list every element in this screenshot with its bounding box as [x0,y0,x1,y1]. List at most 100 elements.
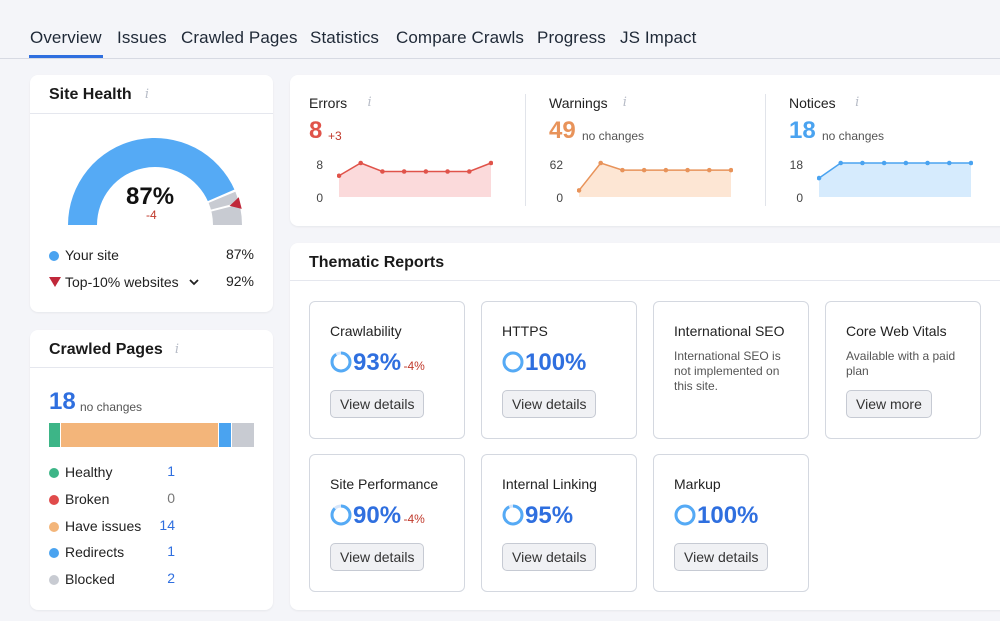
report-card-crawlability[interactable]: Crawlability 93% -4% View details [309,301,465,439]
sparkline-point[interactable] [968,160,973,166]
report-score: 100% [697,502,759,529]
sparkline-point[interactable] [728,167,733,173]
tab-compare-crawls[interactable]: Compare Crawls [396,28,524,47]
progress-ring-icon [674,504,696,526]
report-card-internal-linking[interactable]: Internal Linking 95% View details [481,454,637,592]
sparkline-point[interactable] [946,160,952,166]
notices-count[interactable]: 18 [789,117,816,144]
sparkline-point[interactable] [337,173,342,179]
legend-dot [49,494,59,505]
divider [30,113,273,114]
info-icon[interactable]: i [144,87,150,102]
y-axis-min: 0 [556,191,563,205]
report-score: 90% [353,502,402,529]
warnings-change: no changes [582,129,645,143]
legend-have-issues: Have issues [49,517,141,535]
triangle-marker-icon [49,277,61,287]
errors-label: Errors [309,95,348,111]
view-details-button[interactable]: View details [330,543,425,571]
legend-value[interactable]: 2 [167,570,175,587]
legend-top10[interactable]: Top-10% websites [49,273,200,291]
sparkline-point[interactable] [663,167,669,173]
your-site-dot [49,251,59,261]
view-details-button[interactable]: View details [330,390,425,418]
legend-value: 0 [167,489,175,506]
tab-js-impact[interactable]: JS Impact [620,28,697,47]
view-more-button[interactable]: View more [846,390,932,418]
legend-your-site: Your site [49,246,119,264]
tab-progress[interactable]: Progress [537,28,606,47]
sparkline-point[interactable] [925,160,930,166]
legend-dot [49,521,59,532]
crawled-pages-title: Crawled Pages [49,341,163,358]
tab-issues[interactable]: Issues [117,28,167,47]
gauge-separator [206,189,237,204]
errors-count[interactable]: 8 [309,117,323,144]
top10-value: 92% [225,273,254,289]
sparkline-point[interactable] [466,169,472,174]
progress-ring-icon [330,504,352,526]
crawled-bar-segment[interactable] [49,423,61,447]
warnings-label: Warnings [549,95,608,111]
report-score: 100% [525,349,587,376]
sparkline-point[interactable] [903,160,909,166]
progress-ring-icon [330,351,352,373]
warnings-count[interactable]: 49 [549,117,576,144]
view-details-button[interactable]: View details [674,543,769,571]
sparkline-point[interactable] [620,167,625,173]
info-icon[interactable]: i [622,95,627,110]
sparkline-point[interactable] [685,167,690,173]
tab-overview[interactable]: Overview [29,28,103,58]
sparkline-point[interactable] [445,169,450,174]
sparkline-area [579,163,731,197]
errors-sparkline [337,160,493,197]
tab-crawled-pages[interactable]: Crawled Pages [181,28,298,47]
crawled-bar-segment[interactable] [61,423,219,447]
sparkline-point[interactable] [598,160,604,166]
report-card-core-web-vitals[interactable]: Core Web Vitals Available with a paid pla… [825,301,981,439]
errors-change: +3 [328,129,342,143]
legend-value[interactable]: 1 [167,543,175,560]
crawled-bar-segment[interactable] [231,423,254,447]
report-score: 93% [353,349,402,376]
sparkline-point[interactable] [488,160,493,166]
legend-value[interactable]: 1 [167,463,175,479]
site-health-title: Site Health [49,86,132,103]
gauge-remaining-arc [208,191,242,225]
sparkline-point[interactable] [881,160,887,166]
sparkline-point[interactable] [817,175,822,181]
sparkline-point[interactable] [358,160,364,166]
sparkline-point[interactable] [706,167,712,173]
top10-label: Top-10% websites [65,274,179,290]
sparkline-line [818,162,971,179]
sparkline-point[interactable] [423,169,429,174]
sparkline-point[interactable] [641,167,647,173]
report-card-https[interactable]: HTTPS 100% View details [481,301,637,439]
chevron-down-icon[interactable] [188,277,200,287]
legend-value[interactable]: 14 [159,516,175,533]
legend-label: Redirects [65,544,125,561]
sparkline-area [819,163,971,197]
site-health-score: 87% [126,183,175,210]
your-site-value: 87% [225,246,254,262]
info-icon[interactable]: i [174,342,180,357]
crawled-pages-count[interactable]: 18 [49,388,76,415]
sparkline-point[interactable] [380,169,385,174]
sparkline-point[interactable] [577,188,582,193]
notices-change: no changes [822,129,885,143]
report-card-site-performance[interactable]: Site Performance 90% -4% View details [309,454,465,592]
report-name: International SEO [674,323,785,339]
view-details-button[interactable]: View details [502,543,597,571]
sparkline-point[interactable] [860,160,865,166]
info-icon[interactable]: i [855,95,860,110]
report-card-international-seo[interactable]: International SEO International SEO is no… [653,301,809,439]
report-description: Available with a paid plan [846,349,956,378]
report-card-markup[interactable]: Markup 100% View details [653,454,809,592]
tab-statistics[interactable]: Statistics [310,28,380,47]
sparkline-point[interactable] [838,160,844,166]
crawled-bar-segment[interactable] [219,423,231,447]
sparkline-point[interactable] [401,169,407,174]
separator [765,94,766,206]
info-icon[interactable]: i [367,95,372,110]
view-details-button[interactable]: View details [502,390,597,418]
